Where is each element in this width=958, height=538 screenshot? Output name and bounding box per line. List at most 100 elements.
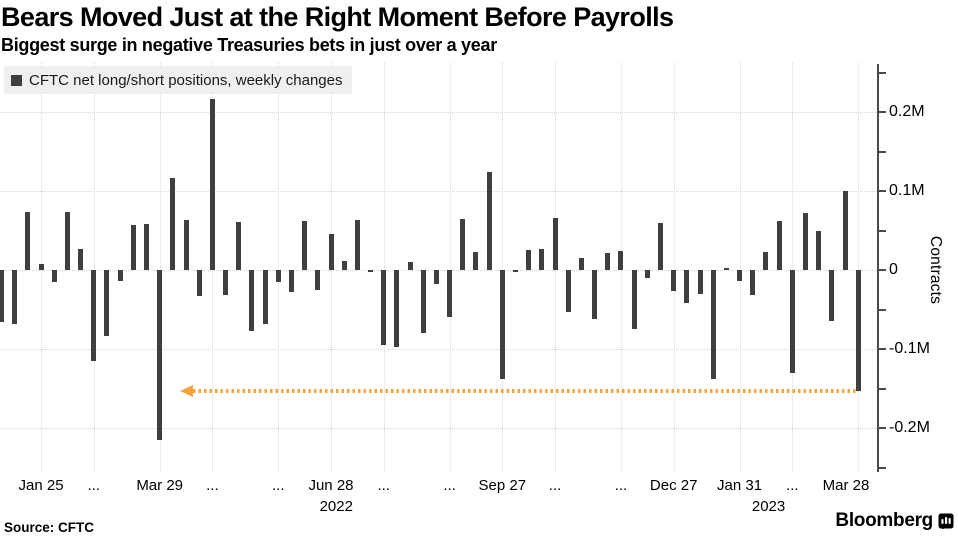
x-tick-label: ... (786, 477, 799, 494)
horizontal-gridline (0, 349, 877, 350)
x-tick-label: ... (548, 477, 562, 494)
bar (855, 270, 861, 391)
x-tick-label: ... (272, 477, 285, 494)
bar (407, 262, 413, 270)
bar (697, 270, 703, 294)
bar (104, 270, 110, 336)
bar (499, 270, 505, 380)
bar (750, 270, 756, 296)
bar (368, 270, 374, 273)
y-axis-tick (877, 150, 886, 153)
y-axis-title: Contracts (927, 235, 944, 305)
bar (565, 270, 571, 312)
x-tick-label: Dec 27 (649, 477, 698, 494)
y-axis-tick (877, 308, 886, 311)
y-tick-label: 0.1M (889, 182, 925, 199)
bar (723, 267, 729, 270)
bar (328, 233, 334, 270)
bar (842, 191, 848, 270)
bar (776, 221, 782, 270)
bar (209, 99, 215, 270)
bar (539, 248, 545, 270)
y-axis-tick (877, 387, 886, 390)
bloomberg-logo: Bloomberg (835, 510, 954, 532)
bar (130, 224, 136, 270)
legend-swatch-icon (11, 74, 22, 86)
vertical-gridline (502, 63, 504, 472)
bar (658, 222, 663, 270)
bar (460, 219, 466, 270)
y-tick-label: 0.2M (889, 103, 925, 120)
bar (789, 270, 795, 374)
bar (447, 270, 453, 318)
chart-title: Bears Moved Just at the Right Moment Bef… (1, 2, 674, 32)
bar (302, 221, 308, 270)
bar (631, 270, 637, 330)
y-axis-tick (877, 269, 886, 271)
bar (513, 270, 519, 273)
bar (64, 212, 70, 270)
bar (25, 212, 31, 270)
bar (223, 270, 229, 296)
bar (143, 224, 149, 270)
x-tick-label: Jan 25 (18, 477, 64, 494)
annotation-arrowhead (180, 384, 194, 397)
bar (170, 177, 176, 270)
y-tick-label: -0.2M (889, 419, 930, 436)
bar (0, 270, 4, 323)
y-axis-tick (877, 190, 886, 192)
horizontal-gridline (0, 191, 877, 192)
x-year-label: 2022 (319, 498, 353, 515)
y-axis-tick (877, 229, 886, 232)
bar (341, 260, 347, 270)
bar (473, 251, 479, 270)
annotation-dotted-line (193, 388, 859, 393)
bar (288, 270, 294, 293)
horizontal-gridline (0, 428, 877, 429)
legend-label: CFTC net long/short positions, weekly ch… (29, 71, 343, 89)
bar (183, 220, 189, 270)
chart-subtitle: Biggest surge in negative Treasuries bet… (1, 35, 497, 55)
x-year-label: 2023 (751, 498, 786, 515)
bar (644, 270, 650, 278)
bar (236, 221, 242, 270)
bar (196, 270, 202, 297)
y-tick-label: 0 (889, 261, 898, 278)
vertical-gridline (739, 63, 741, 472)
source-label: Source: CFTC (4, 520, 95, 535)
y-axis-line (877, 64, 879, 472)
vertical-gridline (278, 63, 280, 472)
vertical-gridline (673, 63, 675, 472)
bar (710, 270, 716, 380)
bar (486, 172, 492, 270)
legend: CFTC net long/short positions, weekly ch… (4, 66, 353, 94)
vertical-gridline (159, 63, 161, 472)
y-axis-tick (877, 427, 886, 429)
bar (249, 270, 255, 331)
bar (684, 270, 690, 304)
bar (816, 230, 822, 270)
bar (433, 270, 439, 285)
x-tick-label: ... (614, 477, 628, 494)
bar (381, 270, 387, 346)
bloomberg-wordmark: Bloomberg (835, 510, 933, 531)
bar (354, 220, 360, 270)
bar (315, 270, 321, 290)
bar (38, 264, 44, 270)
bar (829, 270, 835, 322)
bar (275, 270, 281, 282)
bar (78, 248, 84, 270)
bar (605, 253, 611, 270)
bar (262, 270, 268, 324)
x-tick-label: ... (377, 477, 390, 494)
bar (526, 250, 532, 270)
y-axis-tick (877, 348, 886, 350)
vertical-gridline (858, 63, 860, 472)
horizontal-gridline (0, 112, 877, 113)
y-axis-tick (877, 466, 886, 469)
bar (12, 270, 18, 324)
x-tick-label: Jun 28 (308, 477, 354, 494)
x-tick-label: ... (206, 477, 219, 494)
